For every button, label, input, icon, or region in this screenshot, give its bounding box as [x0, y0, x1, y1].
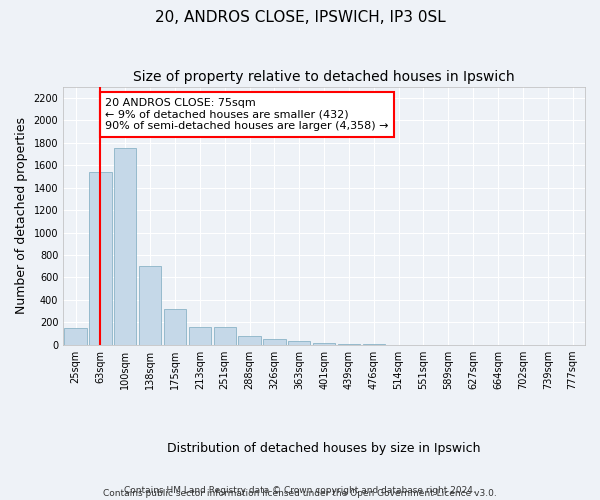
Bar	[338, 344, 360, 345]
Title: Size of property relative to detached houses in Ipswich: Size of property relative to detached ho…	[133, 70, 515, 84]
Bar	[188, 327, 211, 345]
Bar	[114, 148, 136, 345]
Bar	[89, 172, 112, 345]
Bar	[313, 342, 335, 345]
Text: 20, ANDROS CLOSE, IPSWICH, IP3 0SL: 20, ANDROS CLOSE, IPSWICH, IP3 0SL	[155, 10, 445, 25]
Text: Contains public sector information licensed under the Open Government Licence v3: Contains public sector information licen…	[103, 488, 497, 498]
Text: Contains HM Land Registry data © Crown copyright and database right 2024.: Contains HM Land Registry data © Crown c…	[124, 486, 476, 495]
Bar	[238, 336, 261, 345]
Bar	[362, 344, 385, 345]
Bar	[263, 339, 286, 345]
Bar	[64, 328, 87, 345]
Bar	[164, 309, 186, 345]
Bar	[214, 327, 236, 345]
Bar	[288, 342, 310, 345]
X-axis label: Distribution of detached houses by size in Ipswich: Distribution of detached houses by size …	[167, 442, 481, 455]
Y-axis label: Number of detached properties: Number of detached properties	[15, 117, 28, 314]
Text: 20 ANDROS CLOSE: 75sqm
← 9% of detached houses are smaller (432)
90% of semi-det: 20 ANDROS CLOSE: 75sqm ← 9% of detached …	[106, 98, 389, 131]
Bar	[139, 266, 161, 345]
